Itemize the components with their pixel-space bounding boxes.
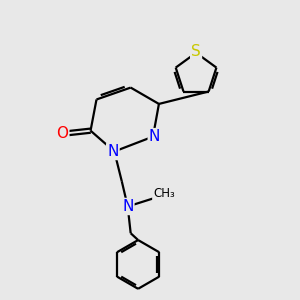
Text: O: O: [56, 126, 68, 141]
Text: S: S: [191, 44, 201, 59]
Text: N: N: [122, 199, 134, 214]
Text: N: N: [107, 144, 118, 159]
Text: CH₃: CH₃: [153, 187, 175, 200]
Text: N: N: [149, 129, 160, 144]
